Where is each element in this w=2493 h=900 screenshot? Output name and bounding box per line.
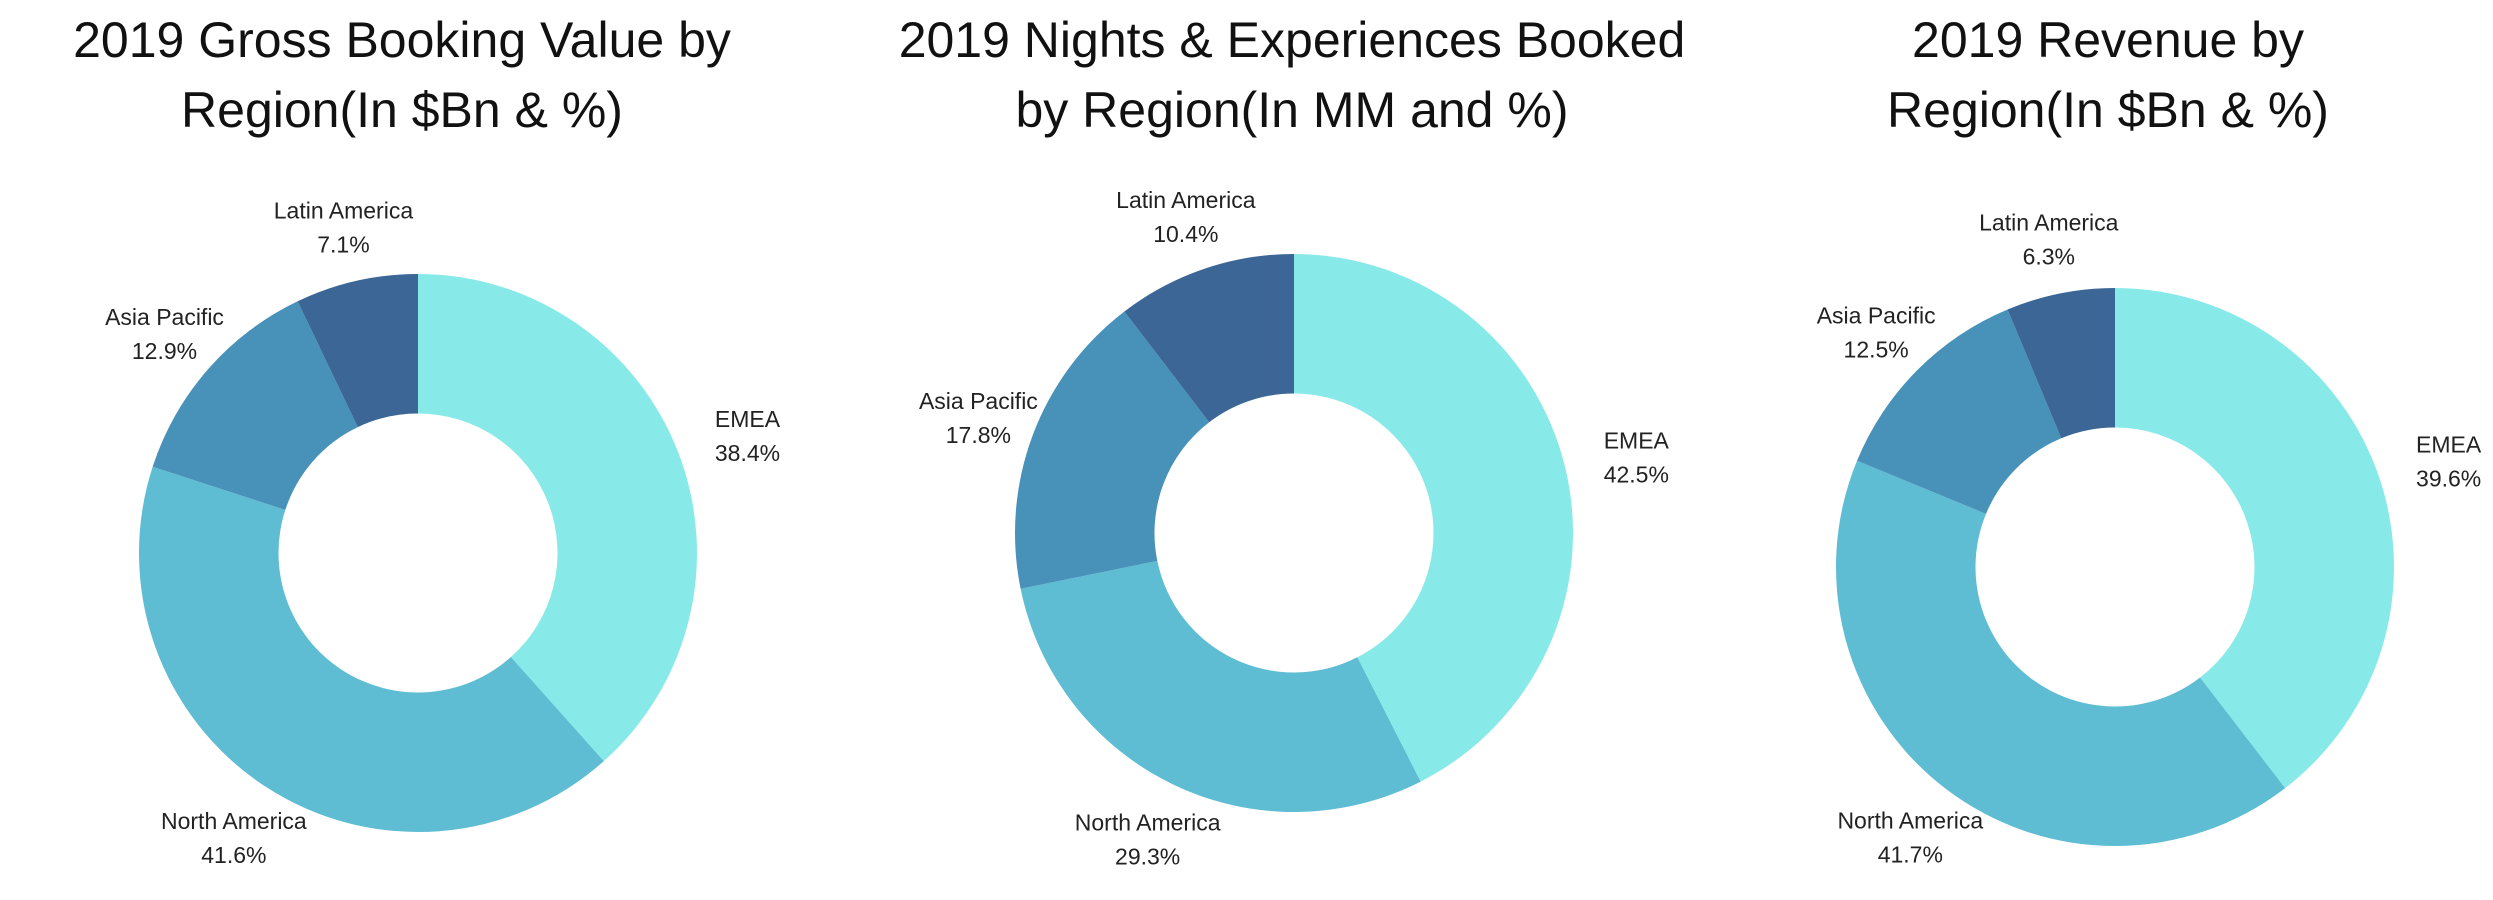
slice-label-asia-pacific: Asia Pacific 12.9% xyxy=(105,304,224,364)
slice-label-percent: 7.1% xyxy=(317,231,369,257)
slice-label-percent: 17.8% xyxy=(946,422,1011,448)
slice-label-percent: 39.6% xyxy=(2416,465,2481,491)
chart-title-line-2: Region(In $Bn & %) xyxy=(181,82,623,138)
slice-asia-pacific xyxy=(152,301,358,510)
slice-label-category: Asia Pacific xyxy=(105,304,224,330)
slice-north-america xyxy=(1836,460,2286,846)
chart-title: 2019 Nights & Experiences Booked by Regio… xyxy=(899,12,1686,138)
slice-label-percent: 41.7% xyxy=(1878,842,1943,868)
slice-label-percent: 12.9% xyxy=(132,338,197,364)
chart-title-line-2: Region(In $Bn & %) xyxy=(1887,82,2329,138)
slice-label-percent: 12.5% xyxy=(1844,336,1909,362)
slice-label-north-america: North America 41.6% xyxy=(161,808,307,868)
slice-label-emea: EMEA 42.5% xyxy=(1604,427,1670,487)
slice-emea xyxy=(1294,254,1574,782)
chart-title: 2019 Revenue by Region(In $Bn & %) xyxy=(1887,12,2329,138)
slice-asia-pacific xyxy=(1015,311,1210,589)
slice-label-latin-america: Latin America 10.4% xyxy=(1116,187,1256,247)
slice-label-category: North America xyxy=(1075,810,1221,836)
slice-label-percent: 29.3% xyxy=(1115,844,1180,870)
slice-label-percent: 42.5% xyxy=(1604,461,1669,487)
slice-label-category: Asia Pacific xyxy=(1817,302,1936,328)
slice-label-category: Asia Pacific xyxy=(919,388,1038,414)
donut-chart-2: 2019 Nights & Experiences Booked by Regio… xyxy=(899,12,1686,870)
donut-chart-1: 2019 Gross Booking Value by Region(In $Bn… xyxy=(73,12,781,868)
slice-latin-america xyxy=(2007,288,2115,439)
slice-latin-america xyxy=(1124,254,1294,423)
slice-label-category: Latin America xyxy=(1116,187,1256,213)
slice-label-category: Latin America xyxy=(1979,210,2119,236)
slice-label-north-america: North America 29.3% xyxy=(1075,810,1221,870)
slice-label-percent: 41.6% xyxy=(201,842,266,868)
slice-label-latin-america: Latin America 7.1% xyxy=(274,197,414,257)
slice-emea xyxy=(418,274,698,762)
chart-title-line-1: 2019 Gross Booking Value by xyxy=(73,12,731,68)
chart-title-line-1: 2019 Nights & Experiences Booked xyxy=(899,12,1686,68)
slice-label-category: EMEA xyxy=(715,406,781,432)
slice-label-category: EMEA xyxy=(1604,427,1670,453)
slice-label-north-america: North America 41.7% xyxy=(1837,808,1983,868)
chart-title-line-1: 2019 Revenue by xyxy=(1912,12,2304,68)
slice-asia-pacific xyxy=(1857,309,2062,514)
chart-title-line-2: by Region(In MM and %) xyxy=(1015,82,1568,138)
slice-latin-america xyxy=(297,274,418,428)
slice-label-emea: EMEA 38.4% xyxy=(715,406,781,466)
slice-label-latin-america: Latin America 6.3% xyxy=(1979,210,2119,270)
slice-label-percent: 6.3% xyxy=(2023,244,2075,270)
donut-chart-3: 2019 Revenue by Region(In $Bn & %) EMEA 39.… xyxy=(1817,12,2482,868)
slice-emea xyxy=(2115,288,2394,789)
slice-label-category: North America xyxy=(1837,808,1983,834)
slice-north-america xyxy=(138,466,604,833)
slice-label-percent: 38.4% xyxy=(715,440,780,466)
slice-label-category: Latin America xyxy=(274,197,414,223)
slice-label-category: EMEA xyxy=(2416,431,2482,457)
slice-label-percent: 10.4% xyxy=(1153,221,1218,247)
slice-north-america xyxy=(1020,560,1421,812)
slice-label-asia-pacific: Asia Pacific 12.5% xyxy=(1817,302,1936,362)
slice-label-category: North America xyxy=(161,808,307,834)
chart-title: 2019 Gross Booking Value by Region(In $Bn… xyxy=(73,12,731,138)
slice-label-asia-pacific: Asia Pacific 17.8% xyxy=(919,388,1038,448)
slice-label-emea: EMEA 39.6% xyxy=(2416,431,2482,491)
